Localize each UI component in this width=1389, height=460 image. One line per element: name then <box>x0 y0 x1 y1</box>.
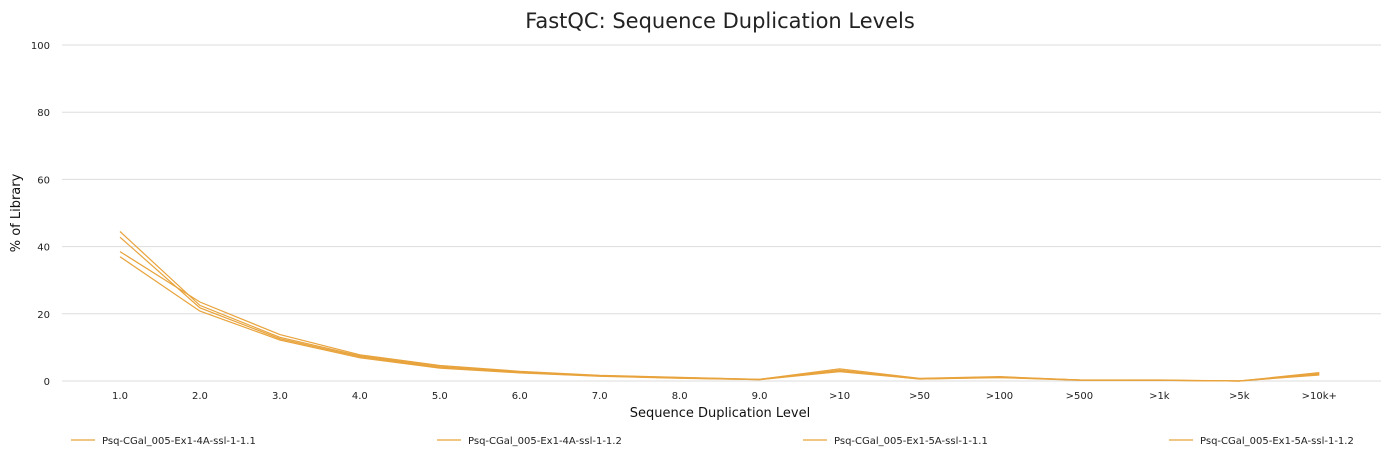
gridlines <box>62 44 1381 382</box>
x-tick-label: >10 <box>829 391 850 402</box>
y-tick-label: 40 <box>37 243 50 254</box>
y-tick-label: 0 <box>44 377 50 388</box>
series-lines <box>119 231 1320 382</box>
x-tick-label: >100 <box>986 391 1013 402</box>
x-tick-label: >500 <box>1066 391 1093 402</box>
y-tick-label: 80 <box>37 108 50 119</box>
y-axis-label: % of Library <box>9 173 24 252</box>
y-tick-label: 20 <box>37 310 50 321</box>
legend-label: Psq-CGal_005-Ex1-5A-ssl-1-1.2 <box>1200 436 1354 447</box>
series-line-2 <box>119 236 1320 382</box>
x-tick-label: 6.0 <box>512 391 528 402</box>
legend-label: Psq-CGal_005-Ex1-4A-ssl-1-1.1 <box>102 436 256 447</box>
y-axis-ticks: 0 20 40 60 80 100 <box>31 41 50 388</box>
x-tick-label: 1.0 <box>112 391 128 402</box>
series-line-1 <box>119 231 1320 382</box>
series-line-4 <box>119 256 1320 382</box>
y-tick-label: 60 <box>37 175 50 186</box>
x-tick-label: >1k <box>1149 391 1170 402</box>
x-tick-label: 4.0 <box>352 391 368 402</box>
x-tick-label: 8.0 <box>672 391 688 402</box>
x-tick-label: 3.0 <box>272 391 288 402</box>
series-line-3 <box>119 251 1320 382</box>
x-tick-label: >5k <box>1229 391 1250 402</box>
x-tick-label: >10k+ <box>1302 391 1337 402</box>
legend: Psq-CGal_005-Ex1-4A-ssl-1-1.1 Psq-CGal_00… <box>71 436 1354 447</box>
legend-label: Psq-CGal_005-Ex1-5A-ssl-1-1.1 <box>834 436 988 447</box>
x-tick-label: 7.0 <box>592 391 608 402</box>
y-tick-label: 100 <box>31 41 50 52</box>
x-tick-label: 9.0 <box>752 391 768 402</box>
x-axis-label: Sequence Duplication Level <box>630 406 810 421</box>
x-axis-ticks: 1.0 2.0 3.0 4.0 5.0 6.0 7.0 8.0 9.0 >10 >50 >100 >50… <box>112 391 1337 402</box>
x-tick-label: 2.0 <box>192 391 208 402</box>
x-tick-label: 5.0 <box>432 391 448 402</box>
x-tick-label: >50 <box>909 391 930 402</box>
chart-title: FastQC: Sequence Duplication Levels <box>525 9 915 33</box>
legend-label: Psq-CGal_005-Ex1-4A-ssl-1-1.2 <box>468 436 622 447</box>
